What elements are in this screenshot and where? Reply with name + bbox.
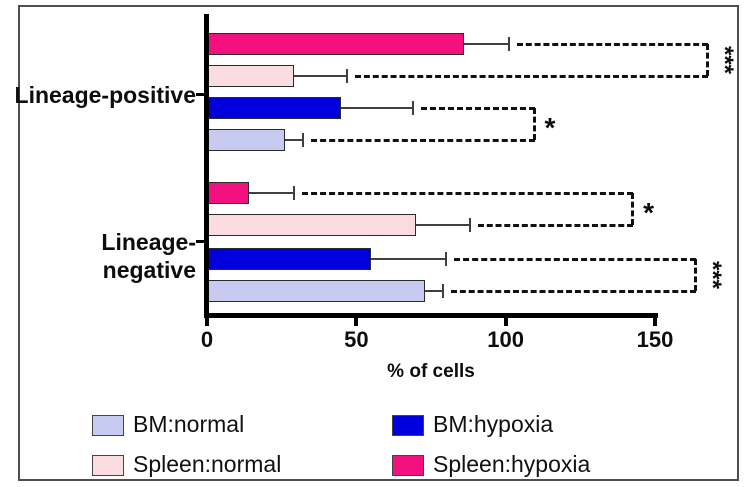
significance-bracket-line [631,193,635,225]
error-bar-line-lineage-negative-bm-hypoxia [371,258,446,260]
x-tick-mark [653,318,657,326]
bar-lineage-positive-bm-normal [208,129,285,151]
error-bar-cap-lineage-negative-bm-normal [441,284,444,298]
significance-bracket-line [310,138,535,142]
error-bar-cap-lineage-positive-spleen-normal [346,69,349,83]
significance-stars: *** [698,260,726,290]
y-tick-lineage-negative [196,240,205,243]
legend-swatch-spleen-hypoxia [392,455,424,476]
significance-stars: * [643,197,654,228]
bar-lineage-negative-spleen-hypoxia [208,182,249,204]
significance-bracket-line [516,42,708,46]
significance-bracket-line [532,108,536,140]
legend-swatch-bm-normal [92,415,124,436]
category-label-lineage-positive: Lineage-positive [14,82,196,108]
y-axis-line [204,14,209,318]
bar-lineage-positive-spleen-hypoxia [208,33,464,55]
legend-label-spleen-hypoxia: Spleen:hypoxia [433,451,591,477]
error-bar-line-lineage-positive-spleen-normal [293,75,348,77]
x-tick-mark [205,318,209,326]
error-bar-cap-lineage-negative-bm-hypoxia [444,252,447,266]
y-tick-lineage-positive [196,93,205,96]
x-tick-label: 0 [200,327,214,352]
error-bar-cap-lineage-positive-bm-hypoxia [412,101,415,115]
legend-label-bm-hypoxia: BM:hypoxia [433,411,554,437]
significance-bracket-line [301,191,634,195]
bar-lineage-positive-bm-hypoxia [208,97,342,119]
error-bar-cap-lineage-positive-spleen-hypoxia [507,37,510,51]
bar-lineage-negative-spleen-normal [208,214,417,236]
error-bar-line-lineage-positive-bm-normal [284,139,303,141]
significance-bracket-line [355,74,708,78]
significance-bracket-line [450,289,696,293]
error-bar-line-lineage-negative-spleen-normal [416,224,470,226]
error-bar-cap-lineage-negative-spleen-hypoxia [292,186,295,200]
figure-frame [18,5,739,481]
significance-bracket-line [705,44,709,76]
category-label-lineage-negative: Lineage-negative [101,229,196,283]
bar-lineage-negative-bm-hypoxia [208,248,372,270]
x-tick-mark [354,318,359,326]
x-tick-mark [503,318,508,326]
error-bar-cap-lineage-negative-spleen-normal [468,218,471,232]
bar-lineage-positive-spleen-normal [208,65,294,87]
legend-swatch-spleen-normal [92,455,124,476]
error-bar-line-lineage-positive-spleen-hypoxia [463,43,509,45]
significance-bracket-line [477,223,634,227]
x-axis-title: % of cells [387,361,475,382]
error-bar-line-lineage-negative-bm-normal [425,290,443,292]
x-axis-line [204,313,658,318]
x-tick-label: 100 [487,327,525,352]
x-tick-label: 50 [344,327,369,352]
x-tick-label: 150 [636,327,674,352]
error-bar-cap-lineage-positive-bm-normal [301,133,304,147]
error-bar-line-lineage-negative-spleen-hypoxia [248,192,294,194]
significance-stars: *** [710,45,738,75]
bar-lineage-negative-bm-normal [208,280,426,302]
significance-stars: * [544,112,556,143]
legend-label-bm-normal: BM:normal [133,411,245,437]
legend-swatch-bm-hypoxia [392,415,424,436]
significance-bracket-line [421,106,535,110]
legend-label-spleen-normal: Spleen:normal [133,451,282,477]
significance-bracket-line [693,259,697,291]
significance-bracket-line [453,257,696,261]
error-bar-line-lineage-positive-bm-hypoxia [341,107,414,109]
